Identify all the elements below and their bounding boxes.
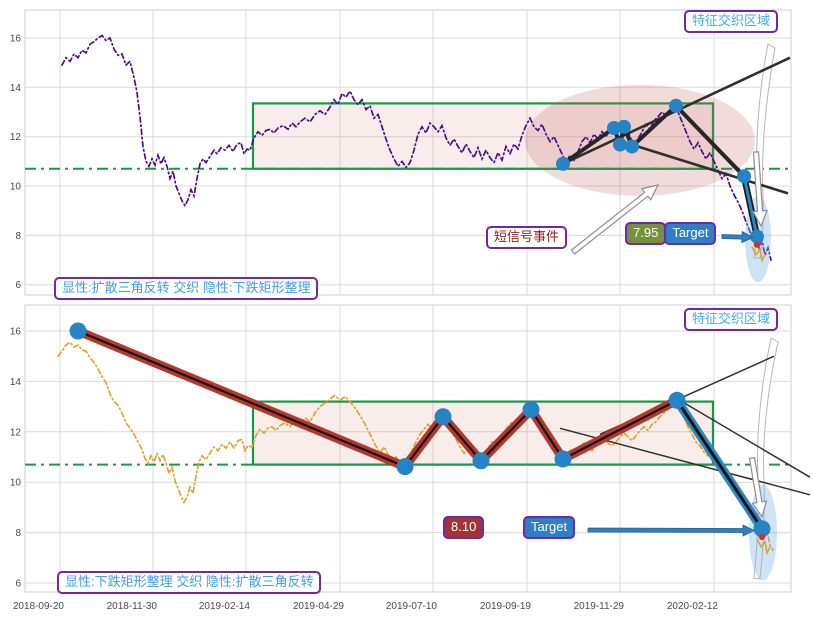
y-tick-label: 10 xyxy=(10,478,22,489)
pattern-summary-label-top: 显性:扩散三角反转 交织 隐性:下跌矩形整理 xyxy=(54,277,319,300)
short-signal-event-label: 短信号事件 xyxy=(486,226,568,249)
white-arrow-bottom xyxy=(748,456,768,519)
x-tick-label: 2020-02-12 xyxy=(667,601,719,612)
signal-dot-bottom xyxy=(396,458,414,476)
y-tick-label: 6 xyxy=(15,579,21,590)
target-price-top: 7.95 xyxy=(625,222,667,245)
feature-interlace-region-label-top: 特征交织区域 xyxy=(684,10,779,33)
feature-interlace-region-label-bottom: 特征交织区域 xyxy=(684,308,779,331)
y-tick-label: 14 xyxy=(10,83,22,94)
pattern-summary-label-bottom: 显性:下跌矩形整理 交织 隐性:扩散三角反转 xyxy=(57,571,322,594)
signal-dot-top xyxy=(669,98,683,113)
signal-dot-bottom xyxy=(554,450,572,468)
y-tick-label: 8 xyxy=(15,528,21,539)
signal-dot-bottom xyxy=(472,452,490,470)
signal-dot-top xyxy=(750,229,764,244)
white-arrow-top xyxy=(570,184,660,255)
signal-dot-top xyxy=(556,156,570,171)
target-arrow-bottom xyxy=(587,524,755,537)
signal-dot-bottom xyxy=(434,408,452,426)
signal-dot-top xyxy=(625,139,639,154)
signal-dot-bottom xyxy=(668,391,686,409)
x-tick-label: 2019-07-10 xyxy=(386,601,438,612)
x-tick-label: 2019-09-19 xyxy=(480,601,532,612)
y-tick-label: 6 xyxy=(15,280,21,291)
x-tick-label: 2019-11-29 xyxy=(574,601,625,612)
y-tick-label: 14 xyxy=(10,377,22,388)
endpoint-tail-bottom xyxy=(756,538,771,556)
target-badge-bottom: Target xyxy=(523,516,576,539)
y-tick-label: 8 xyxy=(15,231,21,242)
signal-dot-top xyxy=(737,169,751,184)
signal-dot-bottom xyxy=(522,401,540,419)
y-tick-label: 10 xyxy=(10,182,22,193)
signal-dot-top xyxy=(613,137,627,152)
x-tick-label: 2018-11-30 xyxy=(107,601,158,612)
x-tick-label: 2018-09-20 xyxy=(13,601,65,612)
y-tick-label: 12 xyxy=(10,427,22,438)
trendline-bottom xyxy=(681,400,811,478)
final-segment-inner-top xyxy=(742,174,759,239)
y-tick-label: 16 xyxy=(10,327,22,338)
y-tick-label: 16 xyxy=(10,34,22,45)
endpoint-marker-top xyxy=(753,241,761,248)
target-pill-top: 7.95 Target xyxy=(625,222,717,245)
target-arrow-top xyxy=(721,230,754,244)
signal-dot-top xyxy=(617,119,631,134)
price-series-bottom xyxy=(57,341,774,552)
x-tick-label: 2019-02-14 xyxy=(199,601,251,612)
endpoint-marker-bottom xyxy=(758,533,766,540)
target-badge-top: Target xyxy=(664,222,717,245)
target-price-bottom: 8.10 xyxy=(443,516,485,539)
y-tick-label: 12 xyxy=(10,132,22,143)
signal-dot-bottom xyxy=(753,520,771,538)
x-tick-label: 2019-04-29 xyxy=(293,601,345,612)
endpoint-tail-top xyxy=(751,246,766,264)
signal-dot-bottom xyxy=(69,322,87,340)
white-arrow-top xyxy=(752,151,768,228)
final-segment-inner-bottom xyxy=(675,398,764,531)
